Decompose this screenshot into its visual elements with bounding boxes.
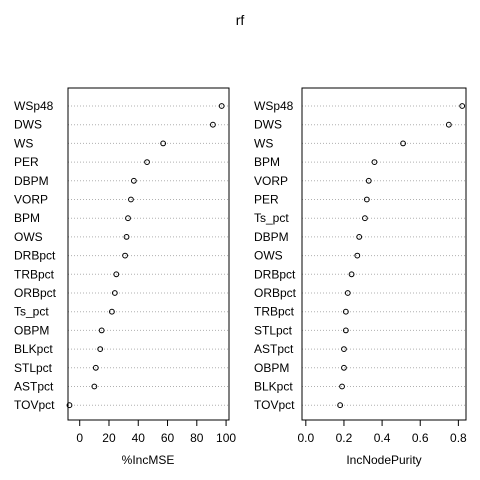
row-label: DWS [254,118,282,132]
data-point [92,364,99,371]
row-label: DWS [14,118,42,132]
data-point [341,346,347,353]
data-point [445,121,452,128]
data-point [123,234,130,240]
row-label: STLpct [254,323,293,337]
row-label: DRBpct [254,267,296,281]
data-point [111,290,118,296]
row-label: TRBpct [14,267,55,281]
data-point [362,215,368,222]
row-label: TRBpct [254,305,295,319]
data-point [363,196,370,203]
x-axis-label: IncNodePurity [346,453,421,467]
data-point [356,234,363,240]
data-point [344,290,351,296]
data-point [130,177,137,184]
plot-frame [67,87,230,421]
row-label: PER [254,193,279,207]
row-label: TOVpct [14,398,55,412]
data-point [348,271,355,278]
row-label: VORP [254,174,288,188]
row-label: BLKpct [14,342,53,356]
data-point [218,103,225,109]
x-tick-label: 100 [216,431,236,445]
row-label: OWS [254,249,283,263]
figure-title: rf [236,12,245,28]
data-point [128,196,134,203]
row-label: WSp48 [254,99,294,113]
data-point [354,252,361,259]
row-label: VORP [14,193,48,207]
data-point [160,140,167,147]
data-point [113,271,120,278]
data-point [125,215,131,222]
row-label: DBPM [254,230,289,244]
row-label: DRBpct [14,249,56,263]
data-point [342,308,349,315]
data-point [400,140,406,147]
data-point [342,327,349,334]
x-tick-label: 0 [76,431,83,445]
row-label: STLpct [14,361,53,375]
data-point [210,121,216,128]
row-label: ORBpct [14,286,57,300]
data-point [97,346,104,353]
row-label: ASTpct [254,342,294,356]
data-point [66,402,73,409]
row-label: OBPM [14,323,49,337]
row-label: Ts_pct [14,305,49,319]
row-label: WS [14,136,33,150]
row-label: ASTpct [14,380,54,394]
data-point [365,177,372,184]
x-tick-label: 0.2 [336,431,353,445]
data-point [109,308,115,315]
row-label: WS [254,136,273,150]
row-label: DBPM [14,174,49,188]
data-point [337,402,344,409]
row-label: BPM [14,211,40,225]
data-point [122,252,128,259]
x-tick-label: 60 [161,431,175,445]
data-point [341,364,347,371]
x-tick-label: 80 [190,431,204,445]
x-tick-label: 40 [132,431,146,445]
row-label: WSp48 [14,99,54,113]
row-label: OBPM [254,361,289,375]
row-label: OWS [14,230,43,244]
x-tick-label: 0.0 [297,431,314,445]
data-point [459,103,466,109]
data-point [91,383,98,390]
x-axis-label: %IncMSE [122,453,175,467]
row-label: ORBpct [254,286,297,300]
row-label: Ts_pct [254,211,289,225]
row-label: TOVpct [254,398,295,412]
x-tick-label: 20 [102,431,116,445]
x-tick-label: 0.8 [450,431,467,445]
data-point [98,327,105,334]
row-label: BLKpct [254,380,293,394]
x-tick-label: 0.4 [374,431,391,445]
row-label: BPM [254,155,280,169]
incmse-panel: WSp48 DWS WS PER DBPM VORP BPM OWS DRBpct TRBpct O… [14,87,236,467]
data-point [339,383,345,390]
data-point [371,159,378,166]
row-label: PER [14,155,39,169]
data-point [144,159,150,166]
x-tick-label: 0.6 [412,431,429,445]
incnodepurity-panel: WSp48 DWS WS BPM VORP PER Ts_pct DBPM OWS DRBpct O… [254,87,467,467]
plot-frame [301,87,467,421]
